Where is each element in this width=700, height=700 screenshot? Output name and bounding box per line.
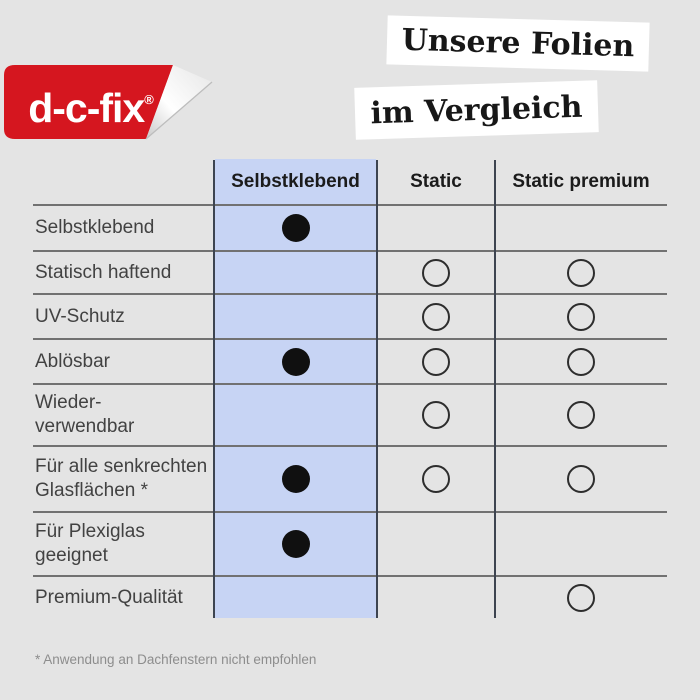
- mark-cell: [495, 295, 667, 338]
- logo-wordmark: d-c-fix®: [28, 85, 154, 131]
- filled-dot-icon: [281, 347, 310, 376]
- open-circle-icon: [422, 401, 450, 429]
- filled-dot-icon: [281, 530, 310, 558]
- open-circle-icon: [567, 583, 595, 612]
- footnote: * Anwendung an Dachfenstern nicht empfoh…: [35, 652, 317, 667]
- column-header-static-premium: Static premium: [512, 171, 650, 192]
- column-divider: [494, 160, 496, 618]
- mark-cell: [495, 252, 667, 293]
- open-circle-icon: [422, 258, 450, 287]
- mark-cell: [495, 577, 667, 618]
- mark-cell: [377, 513, 495, 575]
- open-circle-icon: [422, 347, 450, 376]
- table-row: Ablösbar: [33, 338, 667, 383]
- mark-cell: [495, 513, 667, 575]
- mark-cell: [495, 340, 667, 383]
- row-label: Wieder- verwendbar: [35, 392, 135, 437]
- mark-cell: [214, 295, 377, 338]
- mark-cell: [495, 447, 667, 511]
- table-row: Wieder- verwendbar: [33, 383, 667, 445]
- title-line2: im Vergleich: [354, 80, 599, 140]
- mark-cell: [377, 447, 495, 511]
- row-label: Premium-Qualität: [35, 586, 183, 608]
- table-row: UV-Schutz: [33, 293, 667, 338]
- filled-dot-icon: [281, 214, 310, 242]
- header-spacer: [33, 160, 214, 204]
- row-label: UV-Schutz: [35, 305, 125, 327]
- mark-cell: [377, 340, 495, 383]
- open-circle-icon: [567, 401, 595, 429]
- logo-shape: [4, 65, 213, 140]
- mark-cell: [214, 577, 377, 618]
- title-line1: Unsere Folien: [386, 15, 650, 72]
- row-label: Für alle senkrechten Glasflächen *: [35, 456, 208, 501]
- mark-cell: [214, 340, 377, 383]
- mark-cell: [495, 385, 667, 445]
- open-circle-icon: [567, 258, 595, 287]
- column-header-selbstklebend: Selbstklebend: [231, 171, 360, 192]
- mark-cell: [377, 577, 495, 618]
- table-row: Premium-Qualität: [33, 575, 667, 618]
- row-label: Ablösbar: [35, 350, 110, 372]
- open-circle-icon: [422, 302, 450, 331]
- mark-cell: [214, 447, 377, 511]
- comparison-table: Selbstklebend Static Static premium Selb…: [33, 159, 667, 618]
- open-circle-icon: [567, 465, 595, 493]
- column-header-static: Static: [410, 171, 462, 192]
- table-row: Selbstklebend: [33, 204, 667, 250]
- mark-cell: [214, 513, 377, 575]
- table-header-row: Selbstklebend Static Static premium: [33, 160, 667, 204]
- page-curl-icon: [146, 65, 212, 139]
- row-label: Für Plexiglas geeignet: [35, 521, 145, 566]
- mark-cell: [377, 295, 495, 338]
- open-circle-icon: [567, 302, 595, 331]
- table-row: Für Plexiglas geeignet: [33, 511, 667, 575]
- mark-cell: [214, 206, 377, 250]
- table-row: Statisch haftend: [33, 250, 667, 293]
- logo-red-label: [4, 65, 173, 139]
- open-circle-icon: [567, 347, 595, 376]
- mark-cell: [377, 252, 495, 293]
- table-row: Für alle senkrechten Glasflächen *: [33, 445, 667, 511]
- row-label: Selbstklebend: [35, 217, 155, 239]
- row-label: Statisch haftend: [35, 261, 172, 283]
- column-divider: [213, 160, 215, 618]
- mark-cell: [377, 385, 495, 445]
- mark-cell: [495, 206, 667, 250]
- filled-dot-icon: [281, 465, 310, 493]
- mark-cell: [214, 252, 377, 293]
- column-divider: [376, 160, 378, 618]
- dcfix-logo: d-c-fix®: [0, 52, 225, 147]
- mark-cell: [214, 385, 377, 445]
- open-circle-icon: [422, 465, 450, 493]
- registered-trademark: ®: [144, 92, 154, 107]
- mark-cell: [377, 206, 495, 250]
